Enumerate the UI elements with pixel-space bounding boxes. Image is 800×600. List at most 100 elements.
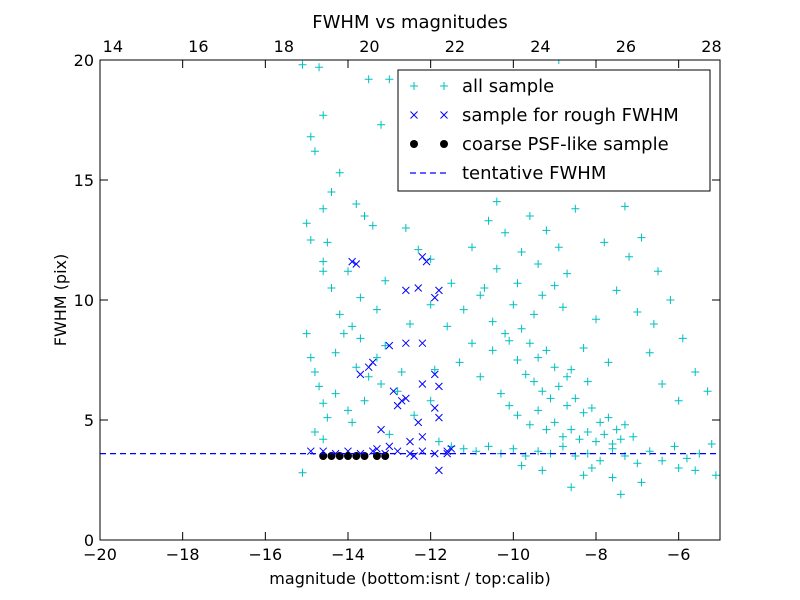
- all-sample-point: [517, 248, 526, 256]
- all-sample-point: [608, 440, 617, 448]
- y-tick-label: 20: [74, 51, 94, 70]
- all-sample-point: [550, 363, 559, 372]
- all-sample-point: [612, 425, 621, 434]
- all-sample-point: [459, 305, 468, 314]
- all-sample-point: [397, 368, 406, 376]
- rough-fwhm-point: [414, 284, 423, 292]
- all-sample-point: [468, 243, 476, 252]
- all-sample-point: [492, 197, 501, 206]
- all-sample-point: [323, 413, 332, 422]
- all-sample-point: [385, 430, 394, 439]
- all-sample-point: [608, 473, 617, 482]
- all-sample-point: [558, 303, 567, 312]
- x-tick-label: −12: [414, 545, 448, 564]
- all-sample-point: [434, 437, 443, 446]
- rough-fwhm-point: [402, 339, 410, 348]
- all-sample-point: [509, 444, 518, 453]
- all-sample-point: [348, 418, 357, 427]
- all-sample-point: [476, 291, 485, 300]
- legend-entry-0-swatch: [410, 82, 418, 90]
- rough-fwhm-point: [385, 341, 394, 350]
- all-sample-point: [393, 387, 402, 396]
- all-sample-point: [344, 267, 352, 276]
- all-sample-point: [306, 236, 315, 244]
- all-sample-point: [426, 300, 435, 309]
- all-sample-point: [558, 442, 567, 451]
- rough-fwhm-point: [352, 260, 361, 268]
- rough-fwhm-point: [373, 444, 381, 453]
- all-sample-point: [488, 317, 497, 326]
- all-sample-point: [525, 212, 534, 220]
- all-sample-point: [707, 440, 716, 448]
- all-sample-point: [372, 353, 381, 362]
- all-sample-point: [567, 365, 576, 374]
- all-sample-point: [352, 200, 361, 208]
- top-tick-label: 20: [359, 37, 379, 56]
- all-sample-point: [492, 264, 501, 273]
- top-tick-label: 24: [530, 37, 550, 56]
- x-tick-label: −10: [496, 545, 530, 564]
- all-sample-point: [410, 411, 419, 420]
- rough-fwhm-point: [402, 286, 410, 295]
- all-sample-point: [381, 341, 390, 350]
- all-sample-point: [542, 226, 551, 235]
- all-sample-point: [335, 310, 344, 319]
- all-sample-point: [430, 365, 439, 374]
- rough-fwhm-point: [377, 425, 385, 434]
- all-sample-point: [459, 444, 468, 453]
- all-sample-point: [455, 358, 464, 367]
- all-sample-point: [323, 238, 332, 247]
- all-sample-point: [426, 396, 435, 405]
- rough-fwhm-point: [385, 442, 394, 451]
- all-sample-point: [298, 468, 307, 477]
- all-sample-point: [625, 252, 634, 261]
- all-sample-point: [571, 204, 580, 213]
- all-sample-point: [319, 111, 328, 120]
- all-sample-point: [596, 418, 605, 427]
- all-sample-point: [682, 454, 691, 463]
- all-sample-point: [344, 406, 352, 415]
- all-sample-point: [645, 348, 654, 357]
- x-tick-label: −14: [331, 545, 365, 564]
- all-sample-point: [468, 339, 476, 348]
- all-sample-point: [558, 432, 567, 441]
- all-sample-point: [327, 284, 336, 292]
- legend-entry-0-swatch: [440, 82, 448, 90]
- all-sample-point: [579, 408, 588, 417]
- all-sample-point: [505, 401, 514, 410]
- all-sample-point: [633, 308, 642, 316]
- all-sample-point: [674, 396, 683, 405]
- all-sample-point: [521, 370, 530, 379]
- all-sample-point: [310, 147, 319, 156]
- all-sample-point: [587, 464, 596, 472]
- all-sample-point: [654, 267, 662, 276]
- all-sample-point: [592, 437, 600, 446]
- all-sample-point: [315, 382, 324, 391]
- all-sample-point: [319, 257, 328, 266]
- all-sample-point: [530, 310, 538, 319]
- all-sample-point: [633, 459, 642, 468]
- chart-title: FWHM vs magnitudes: [312, 12, 507, 33]
- all-sample-point: [583, 377, 592, 386]
- rough-fwhm-point: [402, 394, 410, 403]
- all-sample-point: [302, 219, 311, 228]
- all-sample-point: [513, 411, 522, 420]
- all-sample-point: [596, 456, 605, 465]
- all-sample-point: [579, 471, 588, 480]
- all-sample-point: [306, 353, 315, 362]
- all-sample-point: [513, 356, 522, 364]
- all-sample-point: [629, 432, 638, 441]
- all-sample-point: [554, 60, 563, 64]
- rough-fwhm-point: [406, 437, 414, 446]
- all-sample-point: [563, 401, 572, 410]
- all-sample-point: [620, 420, 629, 429]
- top-tick-label: 28: [701, 37, 721, 56]
- legend-entry-1-swatch: [410, 111, 418, 119]
- all-sample-point: [509, 300, 518, 309]
- all-sample-point: [567, 483, 576, 492]
- top-tick-label: 16: [188, 37, 208, 56]
- all-sample-point: [538, 466, 547, 475]
- all-sample-point: [563, 372, 572, 381]
- rough-fwhm-point: [435, 466, 443, 475]
- all-sample-point: [571, 394, 580, 403]
